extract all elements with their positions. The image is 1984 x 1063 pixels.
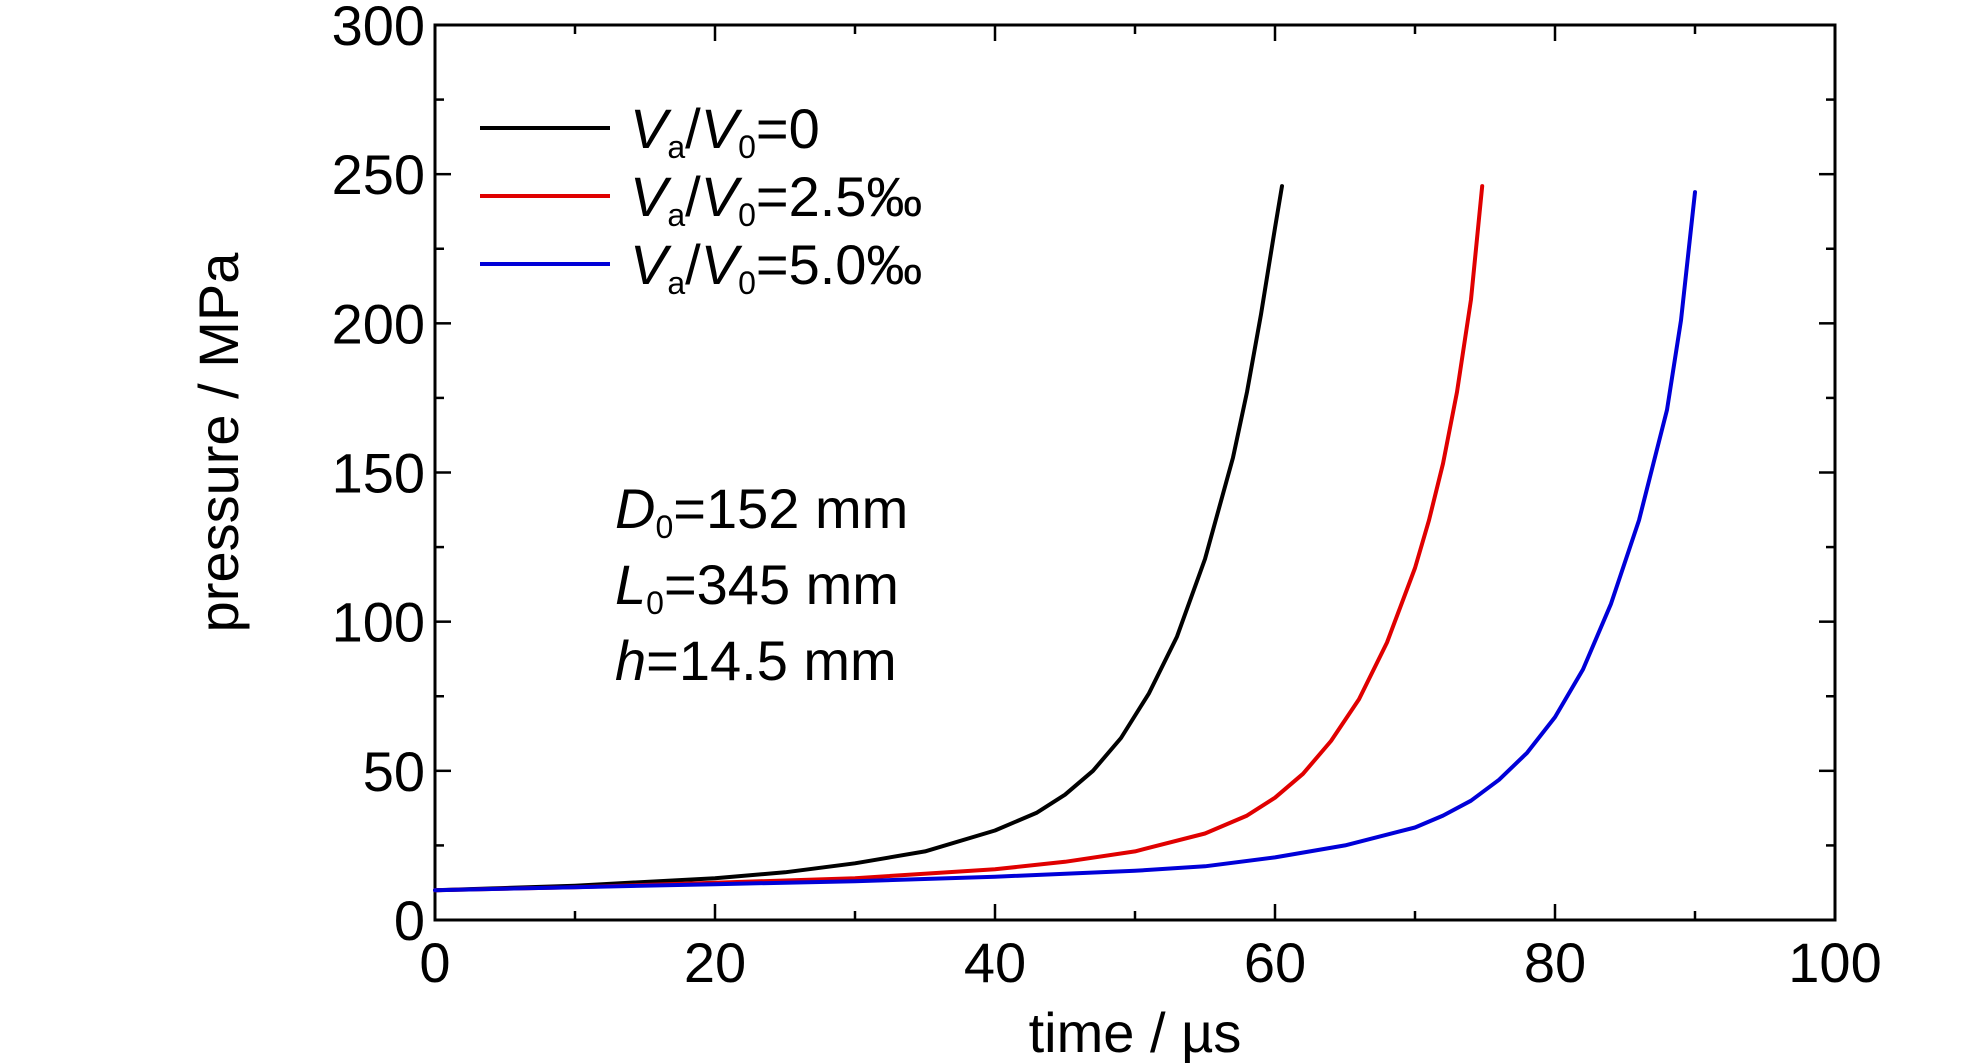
x-tick-label: 40	[964, 931, 1026, 994]
legend-label-1: Va/V0=0	[630, 97, 820, 165]
axis-labels: time / µs pressure / MPa	[187, 252, 1241, 1063]
series-lines	[433, 184, 1697, 893]
parameter-annotation: D0=152 mm L0=345 mm h=14.5 mm	[615, 477, 908, 692]
x-axis-label: time / µs	[1029, 1001, 1242, 1063]
y-axis-label: pressure / MPa	[187, 252, 250, 633]
legend-label-2: Va/V0=2.5‰	[630, 165, 922, 233]
x-tick-label: 80	[1524, 931, 1586, 994]
annotation-line-2: L0=345 mm	[615, 553, 899, 621]
legend-label-3: Va/V0=5.0‰	[630, 233, 922, 301]
annotation-line-3: h=14.5 mm	[615, 629, 897, 692]
y-tick-label: 100	[332, 591, 425, 654]
y-tick-label: 250	[332, 143, 425, 206]
x-tick-label: 100	[1788, 931, 1881, 994]
annotation-line-1: D0=152 mm	[615, 477, 908, 545]
axis-ticks: 0 20 40 60 80 100 0 50 100 150 200 250 300	[332, 0, 1882, 994]
x-tick-label: 20	[684, 931, 746, 994]
series-line-2	[433, 184, 1485, 893]
y-tick-label: 0	[394, 889, 425, 952]
y-tick-label: 150	[332, 442, 425, 505]
series-line-1	[433, 184, 1284, 893]
legend: Va/V0=0Va/V0=2.5‰Va/V0=5.0‰	[480, 97, 922, 301]
x-tick-label: 60	[1244, 931, 1306, 994]
series-line-3	[433, 190, 1697, 893]
y-tick-label: 50	[363, 740, 425, 803]
x-tick-label: 0	[419, 931, 450, 994]
y-tick-label: 300	[332, 0, 425, 57]
y-tick-label: 200	[332, 292, 425, 355]
